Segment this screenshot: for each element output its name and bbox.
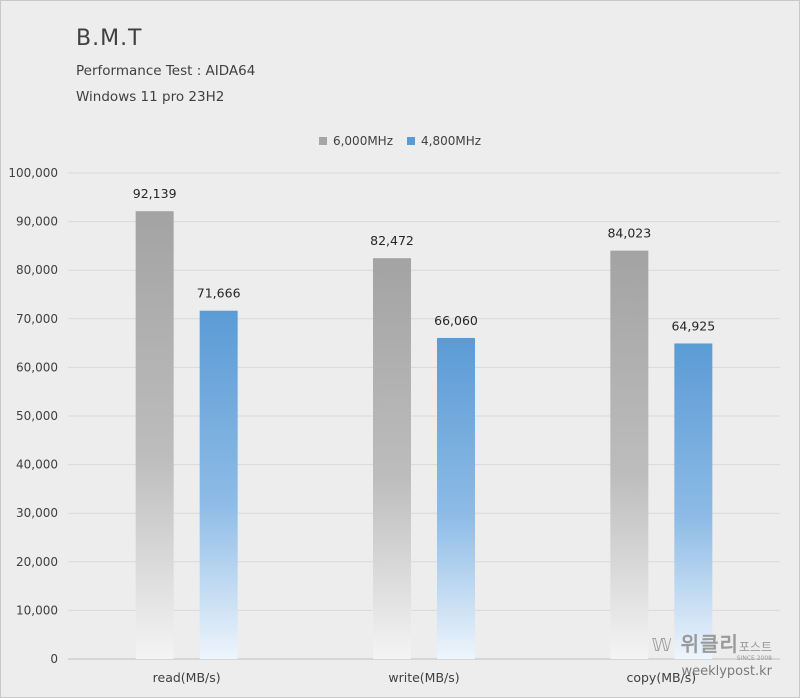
watermark-logo-icon: 𝕎 — [651, 635, 672, 656]
chart-subtitle-test: Performance Test : AIDA64 — [76, 63, 256, 79]
y-tick-label: 10,000 — [16, 603, 58, 617]
x-tick-label: write(MB/s) — [388, 670, 459, 685]
chart-legend: 6,000MHz 4,800MHz — [0, 134, 800, 148]
watermark-logo-suffix: 포스트 — [738, 640, 772, 654]
legend-item-series-2: 4,800MHz — [407, 134, 481, 148]
legend-item-series-1: 6,000MHz — [318, 134, 393, 148]
legend-swatch-series-2 — [407, 137, 415, 145]
bar-series-1-2 — [610, 250, 649, 659]
y-tick-label: 60,000 — [16, 360, 58, 374]
bar-series-1-0 — [135, 211, 174, 659]
chart-subtitle-os: Windows 11 pro 23H2 — [76, 89, 225, 105]
watermark-since: SINCE 2008 — [736, 655, 772, 662]
watermark: 𝕎 위클리포스트 SINCE 2008 weeklypost.kr — [652, 628, 772, 679]
data-label: 84,023 — [607, 226, 651, 241]
y-tick-label: 90,000 — [16, 215, 58, 229]
y-tick-label: 100,000 — [8, 166, 58, 180]
y-tick-label: 20,000 — [16, 555, 58, 569]
legend-label-series-2: 4,800MHz — [421, 134, 482, 148]
y-tick-label: 30,000 — [16, 506, 58, 520]
watermark-url: weeklypost.kr — [681, 664, 772, 679]
bar-series-2-0 — [199, 310, 238, 659]
y-tick-label: 0 — [50, 652, 58, 666]
legend-swatch-series-1 — [318, 137, 327, 145]
y-tick-label: 50,000 — [16, 409, 58, 423]
data-label: 64,925 — [671, 318, 715, 333]
bar-series-2-2 — [674, 343, 713, 659]
bar-series-1-1 — [373, 258, 411, 659]
x-tick-label: read(MB/s) — [153, 670, 221, 685]
watermark-logo-text: 위클리 — [680, 632, 739, 656]
y-tick-label: 80,000 — [16, 263, 58, 277]
data-label: 92,139 — [133, 186, 177, 201]
y-tick-label: 70,000 — [16, 312, 58, 326]
data-label: 82,472 — [370, 233, 414, 248]
data-label: 71,666 — [197, 286, 241, 301]
x-tick-label: copy(MB/s) — [626, 670, 696, 685]
chart-title: B.M.T — [76, 26, 143, 51]
legend-label-series-1: 6,000MHz — [332, 134, 393, 148]
bar-series-2-1 — [437, 337, 475, 659]
y-tick-label: 40,000 — [16, 458, 58, 472]
data-label: 66,060 — [434, 313, 478, 328]
